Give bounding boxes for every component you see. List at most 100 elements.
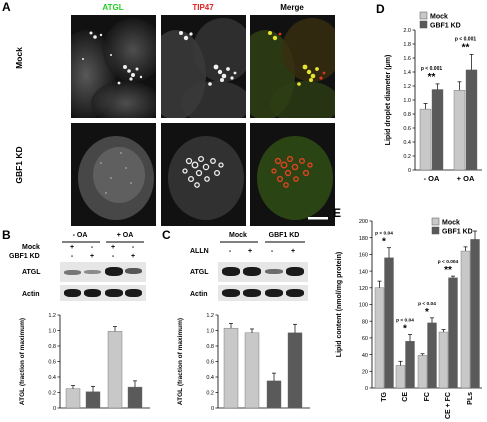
c-ytick-label-2: 0.4 (206, 375, 214, 381)
e-xtick-label-0: TG (381, 391, 388, 401)
d-legend-swatch-0 (419, 11, 428, 20)
c-bar-2 (266, 380, 282, 409)
panel-a-col-merge: Merge (280, 3, 304, 12)
panel-c-alln-sign-4: + (290, 248, 296, 255)
e-ytick-label-5: 100 (359, 303, 368, 309)
c-bar-1 (244, 332, 260, 409)
panel-c-blot-actin (218, 285, 308, 301)
d-bar-1-0 (431, 89, 444, 171)
micrograph-gbf1kd-tip47 (161, 123, 246, 226)
panel-c-alln-sign-1: - (228, 248, 232, 255)
e-bar-0-2 (417, 355, 428, 389)
e-bar-1-2 (427, 322, 437, 389)
d-bar-0-0 (419, 108, 432, 171)
micrograph-gbf1kd-merge (250, 123, 335, 226)
panel-a-col-atgl: ATGL (102, 3, 124, 12)
d-pvalue-1: p < 0.001 (455, 37, 476, 43)
e-pvalue-2: p < 0.04 (418, 301, 436, 307)
panel-c-blot-actin-label: Actin (190, 291, 208, 298)
e-ytick-label-3: 60 (362, 336, 368, 342)
d-pvalue-0: p < 0.001 (421, 66, 442, 72)
panel-b-group-minus-oa: - OA (72, 232, 88, 239)
panel-b-mock-sign-1: + (69, 244, 75, 251)
panel-b-group-lines (62, 241, 144, 243)
e-stars-2: * (425, 307, 429, 318)
d-xtick-label-1: + OA (457, 174, 475, 183)
panel-b-mock-sign-2: - (90, 244, 94, 251)
c-ytick-label-3: 0.6 (206, 360, 214, 366)
b-ytick-label-0: 0 (53, 406, 56, 412)
panel-b-gbf-sign-4: + (130, 253, 136, 260)
d-ytick-label-0: 0 (408, 168, 411, 174)
e-pvalue-1: p < 0.04 (396, 318, 414, 324)
panel-b-row-gbf1kd: GBF1 KD (9, 253, 40, 260)
d-ylabel: Lipid droplet diameter (μm) (385, 55, 392, 146)
d-ytick-label-4: 0.8 (403, 112, 411, 118)
micrograph-gbf1kd-atgl (71, 123, 156, 226)
d-ytick-label-10: 2.0 (403, 28, 411, 34)
panel-c-group-gbf1kd: GBF1 KD (268, 232, 300, 239)
e-xtick-label-4: PLs (467, 392, 474, 405)
d-legend-label-1: GBF1 KD (430, 22, 461, 29)
b-ytick-label-4: 0.8 (48, 344, 56, 350)
panel-b-blot-actin-label: Actin (22, 291, 40, 298)
e-ytick-label-6: 120 (359, 286, 368, 292)
e-bar-1-0 (384, 257, 394, 389)
e-ytick-label-7: 140 (359, 269, 368, 275)
e-pvalue-0: p < 0.04 (375, 231, 393, 237)
b-bar-1 (85, 391, 101, 409)
panel-b-label: B (2, 228, 11, 242)
panel-e-label: E (333, 206, 342, 220)
panel-b-group-plus-oa: + OA (116, 232, 134, 239)
e-stars-3: ** (444, 265, 452, 276)
panel-c-label: C (162, 228, 171, 242)
b-bar-2 (107, 331, 123, 409)
panel-c-group-lines (220, 241, 305, 243)
panel-e-chart: 0 20 40 60 80 100 120 140 160 180 200 Lipid content… (336, 217, 482, 419)
e-stars-0: * (382, 237, 386, 248)
e-ytick-label-10: 200 (359, 219, 368, 225)
b-ylabel: ATGL (fraction of maximum) (19, 318, 26, 405)
panel-c-blot-atgl (218, 262, 308, 282)
d-legend-swatch-1 (419, 20, 428, 29)
panel-c-alln-sign-2: + (247, 248, 253, 255)
panel-d-chart: 0 0.2 0.4 0.6 0.8 1.0 1.2 1.4 1.6 1.8 2.0 Lipid dro… (385, 11, 482, 183)
e-stars-1: * (403, 324, 407, 335)
panel-a-row-mock: Mock (14, 47, 24, 69)
e-xtick-label-1: CE (402, 392, 409, 402)
panel-b-blot-atgl-label: ATGL (22, 269, 41, 276)
e-pvalue-3: p < 0.004 (438, 259, 459, 265)
panel-b-blot-atgl (60, 262, 146, 282)
e-ytick-label-1: 20 (362, 370, 368, 376)
e-bar-0-4 (460, 250, 471, 389)
d-stars-0: ** (428, 72, 436, 83)
b-bar-3 (127, 386, 143, 409)
c-ytick-label-5: 1.0 (206, 329, 214, 335)
c-ytick-label-4: 0.8 (206, 344, 214, 350)
e-ytick-label-2: 40 (362, 353, 368, 359)
panel-b-mock-sign-3: + (110, 244, 116, 251)
d-stars-1: ** (462, 43, 470, 54)
e-ytick-label-9: 180 (359, 236, 368, 242)
b-ytick-label-1: 0.2 (48, 391, 56, 397)
panel-b-gbf-sign-1: - (70, 253, 74, 260)
d-ytick-label-9: 1.8 (403, 42, 411, 48)
d-xtick-label-0: - OA (424, 174, 440, 183)
b-ytick-label-6: 1.2 (48, 313, 56, 319)
c-bar-3 (287, 332, 303, 409)
e-legend-swatch-1 (431, 226, 440, 235)
d-ytick-label-8: 1.6 (403, 56, 411, 62)
scale-bar (308, 217, 328, 220)
micrograph-mock-merge (250, 15, 335, 118)
panel-c-blot-atgl-label: ATGL (190, 269, 209, 276)
e-xtick-label-2: FC (424, 392, 431, 401)
e-bar-0-1 (395, 365, 406, 389)
c-ytick-label-6: 1.2 (206, 313, 214, 319)
e-bar-1-3 (448, 277, 458, 389)
e-ytick-label-0: 0 (365, 386, 368, 392)
e-bar-0-0 (374, 287, 385, 389)
d-ytick-label-7: 1.4 (403, 70, 411, 76)
d-legend-label-0: Mock (430, 13, 448, 20)
panel-a-label: A (2, 0, 11, 14)
b-ytick-label-2: 0.4 (48, 375, 56, 381)
